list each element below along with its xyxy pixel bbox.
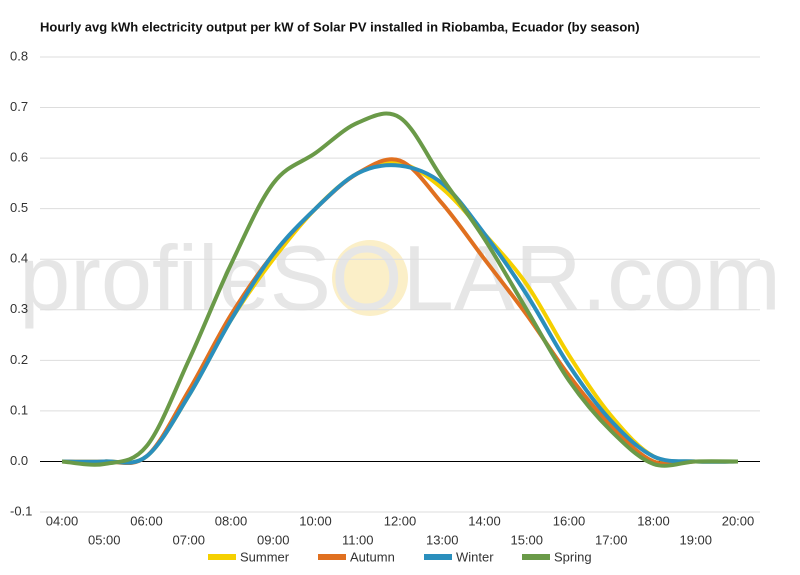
x-tick-label: 20:00 (722, 513, 755, 528)
x-tick-label: 09:00 (257, 532, 290, 547)
legend-label: Autumn (350, 549, 395, 564)
series-line (61, 157, 738, 467)
x-tick-label: 18:00 (637, 513, 670, 528)
x-tick-label: 08:00 (215, 513, 248, 528)
x-tick-label: 05:00 (88, 532, 121, 547)
y-tick-label: -0.1 (10, 503, 32, 518)
watermark: profileSOLAR.com (19, 227, 781, 329)
x-tick-label: 14:00 (468, 513, 501, 528)
x-tick-label: 19:00 (679, 532, 712, 547)
x-tick-label: 15:00 (510, 532, 543, 547)
x-tick-label: 04:00 (46, 513, 79, 528)
x-tick-label: 17:00 (595, 532, 628, 547)
chart-title: Hourly avg kWh electricity output per kW… (40, 19, 640, 34)
y-tick-label: 0.7 (10, 99, 28, 114)
x-tick-label: 11:00 (342, 532, 374, 547)
legend-swatch (208, 554, 236, 560)
legend-label: Spring (554, 549, 592, 564)
legend-swatch (522, 554, 550, 560)
y-tick-label: 0.2 (10, 352, 28, 367)
x-tick-label: 06:00 (130, 513, 163, 528)
legend-label: Summer (240, 549, 290, 564)
y-tick-label: 0.6 (10, 150, 28, 165)
series-line (61, 111, 739, 468)
y-tick-label: 0.8 (10, 48, 28, 63)
legend-swatch (318, 554, 346, 560)
y-tick-label: 0.4 (10, 251, 28, 266)
x-tick-label: 10:00 (299, 513, 332, 528)
y-tick-label: 0.3 (10, 301, 28, 316)
y-tick-label: 0.0 (10, 453, 28, 468)
y-tick-label: 0.1 (10, 402, 28, 417)
x-tick-label: 16:00 (553, 513, 586, 528)
y-tick-label: 0.5 (10, 200, 28, 215)
legend-label: Winter (456, 549, 494, 564)
series-line (61, 163, 739, 465)
x-tick-label: 13:00 (426, 532, 459, 547)
legend-swatch (424, 554, 452, 560)
x-tick-label: 07:00 (172, 532, 205, 547)
x-tick-label: 12:00 (384, 513, 417, 528)
